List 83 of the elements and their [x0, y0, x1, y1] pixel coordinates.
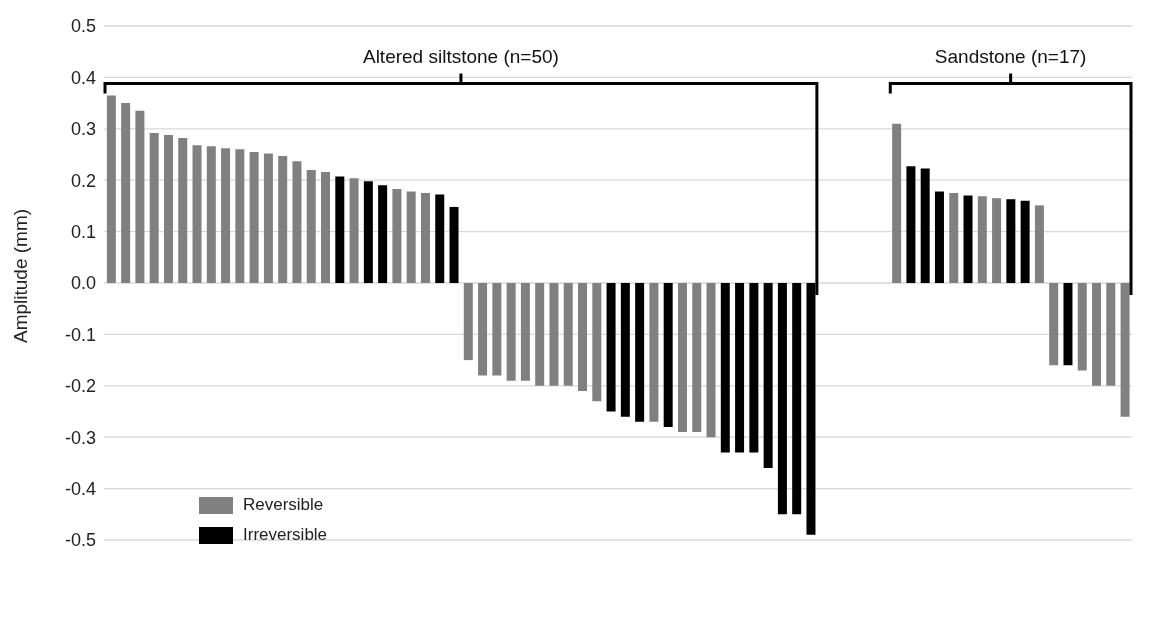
bar — [121, 103, 131, 283]
bar — [492, 283, 502, 376]
bar — [478, 283, 488, 376]
bar — [420, 193, 430, 283]
bar — [406, 191, 416, 283]
bar — [349, 178, 359, 283]
bar — [649, 283, 659, 422]
bar — [1063, 283, 1073, 366]
bar — [392, 188, 402, 283]
bar — [278, 156, 288, 283]
bar — [549, 283, 559, 386]
bar — [563, 283, 573, 386]
bar — [663, 283, 673, 427]
bar — [163, 134, 173, 283]
bar — [934, 191, 944, 283]
y-tick-label: 0.4 — [70, 67, 96, 88]
bar — [992, 198, 1002, 283]
y-tick-label: 0.5 — [70, 16, 96, 37]
bar — [1120, 283, 1130, 417]
bar — [749, 283, 759, 453]
legend-label: Irreversible — [243, 525, 328, 545]
bar — [149, 132, 159, 283]
bar — [906, 166, 916, 283]
bar — [1006, 199, 1016, 283]
bar — [592, 283, 602, 402]
bar — [178, 138, 188, 283]
bar — [635, 283, 645, 422]
bar — [520, 283, 530, 381]
y-tick-label: -0.4 — [64, 478, 96, 499]
bar — [221, 148, 231, 283]
bar — [706, 283, 716, 438]
bar — [263, 153, 273, 283]
y-tick-label: -0.5 — [64, 530, 96, 551]
bar — [321, 171, 331, 283]
bar — [892, 123, 902, 283]
y-tick-label: 0.0 — [70, 273, 96, 294]
bar — [449, 206, 459, 283]
bar — [763, 283, 773, 469]
bar — [135, 110, 145, 283]
bar — [463, 283, 473, 361]
bar — [1049, 283, 1059, 366]
bar — [777, 283, 787, 515]
bar — [506, 283, 516, 381]
y-tick-label: -0.1 — [64, 324, 96, 345]
bar — [949, 193, 959, 283]
bar — [378, 185, 388, 283]
y-tick-label: 0.3 — [70, 119, 96, 140]
bar — [1077, 283, 1087, 371]
y-axis-title: Amplitude (mm) — [9, 208, 31, 343]
bar — [535, 283, 545, 386]
bar — [606, 283, 616, 412]
bar — [1020, 200, 1030, 283]
bar — [1034, 205, 1044, 283]
y-tick-label: -0.3 — [64, 427, 96, 448]
bar — [578, 283, 588, 391]
bar — [363, 181, 373, 283]
bar — [677, 283, 687, 433]
bar — [920, 168, 930, 283]
y-tick-label: -0.2 — [64, 376, 96, 397]
bar — [735, 283, 745, 453]
y-tick-label: 0.2 — [70, 170, 96, 191]
bar — [1092, 283, 1102, 386]
bar — [206, 146, 216, 283]
bar — [106, 95, 116, 283]
y-tick-label: 0.1 — [70, 221, 96, 242]
bar — [292, 161, 302, 283]
bar — [306, 169, 316, 283]
bar — [620, 283, 630, 417]
bar — [1106, 283, 1116, 386]
bar — [249, 151, 259, 283]
bar — [720, 283, 730, 453]
bar — [977, 196, 987, 283]
bar — [963, 195, 973, 283]
bar — [335, 176, 345, 283]
bar — [435, 194, 445, 283]
annotation: Altered siltstone (n=50) — [362, 46, 559, 68]
annotation: Sandstone (n=17) — [934, 46, 1087, 68]
bar — [235, 149, 245, 283]
bar — [192, 145, 202, 283]
bar — [692, 283, 702, 433]
legend-label: Reversible — [243, 495, 324, 515]
bar — [792, 283, 802, 515]
bar — [806, 283, 816, 535]
